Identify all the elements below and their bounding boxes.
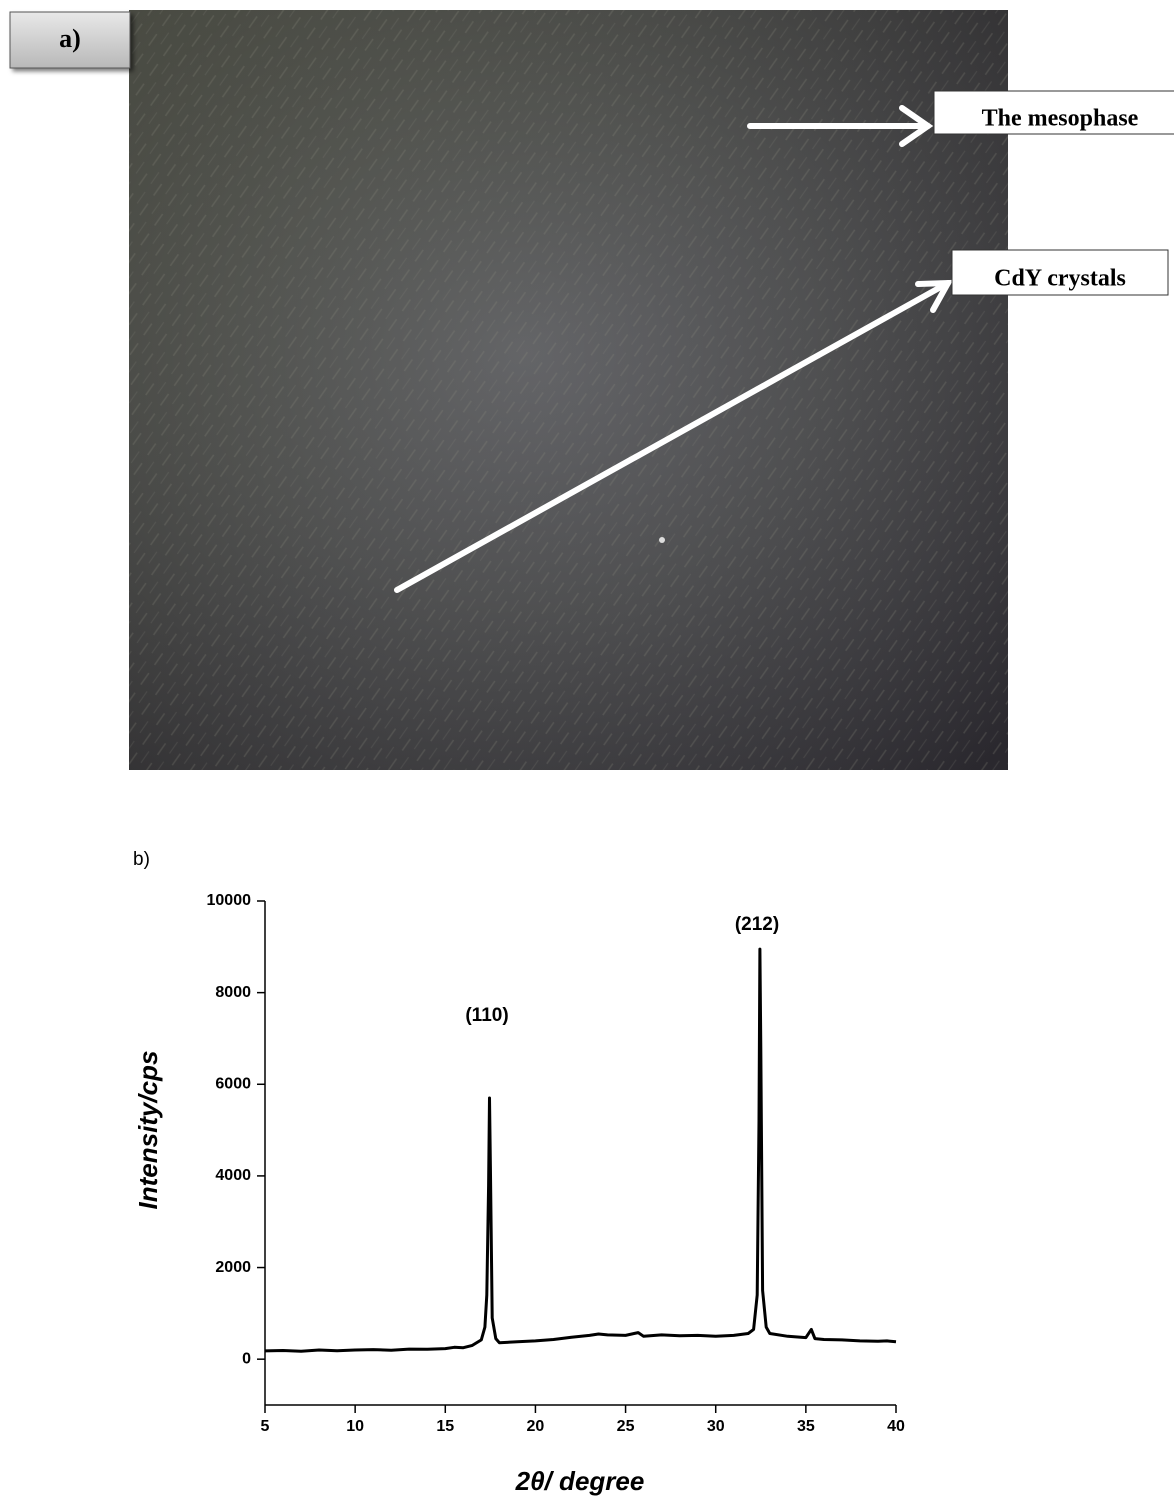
annotation-box	[951, 249, 1169, 296]
panel-label: a)	[59, 24, 81, 53]
panel-label: b)	[133, 849, 150, 870]
plot: 0 2000 4000 6000 8000 10000 5 10 15 20 25 30 35 40 (11…	[207, 892, 906, 1435]
panel-label-box	[9, 11, 131, 69]
photo-speck	[659, 537, 665, 543]
photo	[129, 10, 1008, 770]
data-line	[264, 947, 897, 1353]
y-tick-label: 0	[242, 1350, 251, 1367]
x-axis-title: 2θ/ degree	[515, 1466, 645, 1496]
arrow	[394, 280, 951, 593]
y-tick-label: 4000	[215, 1167, 251, 1184]
y-tick-label: 2000	[215, 1259, 251, 1276]
x-tick-label: 20	[527, 1418, 545, 1435]
peak-label: (110)	[465, 1005, 508, 1026]
x-tick-label: 40	[887, 1418, 905, 1435]
y-tick-label: 10000	[207, 892, 252, 909]
arrows	[394, 105, 954, 593]
arrow-head	[915, 279, 954, 313]
x-tick-label: 30	[707, 1418, 725, 1435]
arrow-head	[899, 105, 934, 147]
annotation-box	[933, 90, 1174, 135]
x-tick-label: 15	[436, 1418, 454, 1435]
photo-texture	[129, 10, 1008, 770]
y-axis-title: Intensity/cps	[133, 1051, 163, 1210]
x-tick-label: 25	[617, 1418, 635, 1435]
annotation: CdY crystals	[994, 266, 1126, 292]
peak-label: (212)	[735, 914, 779, 935]
x-tick-label: 35	[797, 1418, 815, 1435]
x-tick-label: 10	[346, 1418, 364, 1435]
annotation: The mesophase	[982, 106, 1139, 132]
x-tick-label: 5	[261, 1418, 270, 1435]
y-tick-label: 6000	[215, 1075, 251, 1092]
y-tick-label: 8000	[215, 984, 251, 1001]
